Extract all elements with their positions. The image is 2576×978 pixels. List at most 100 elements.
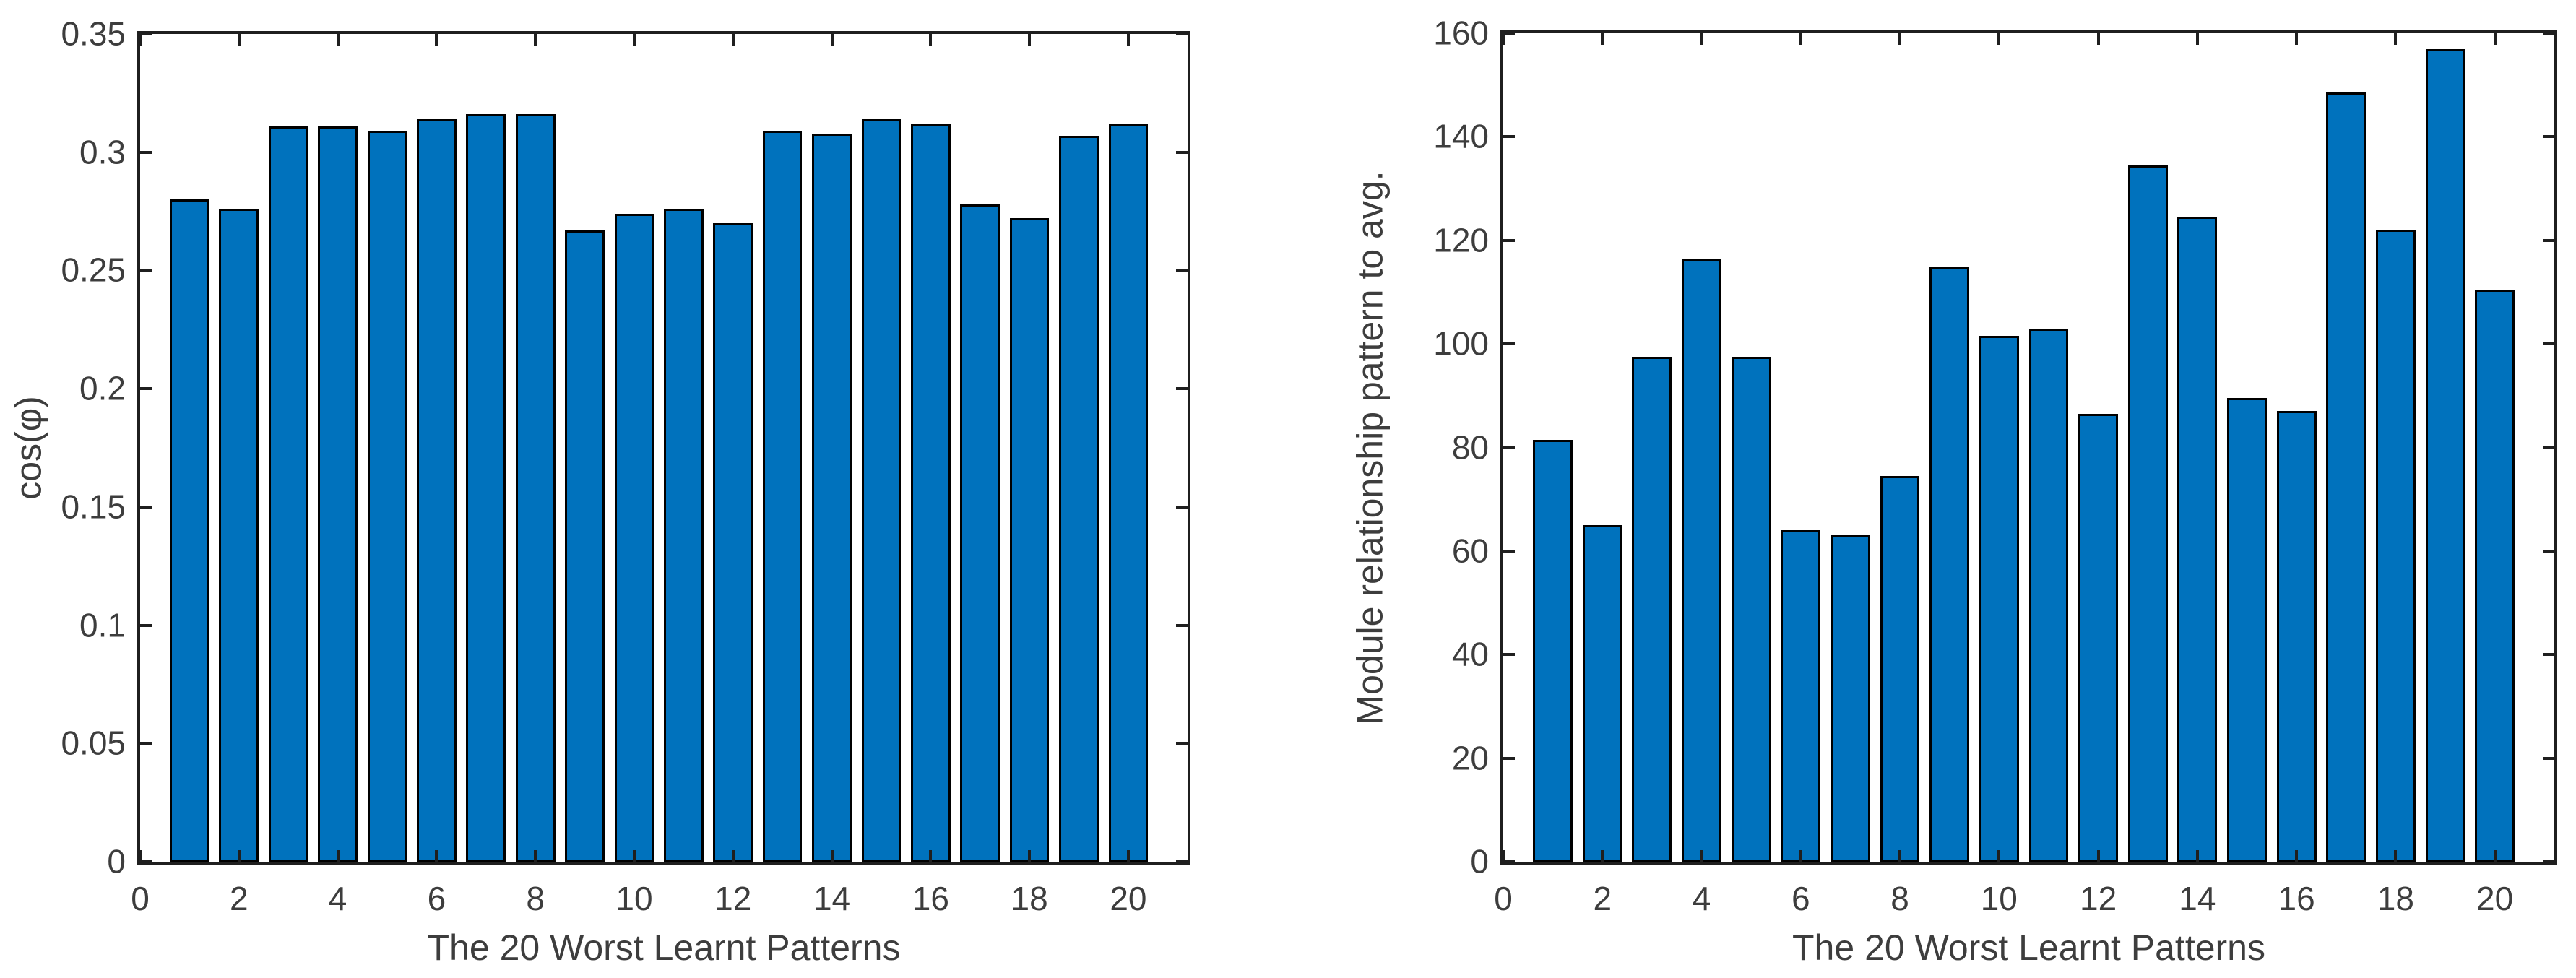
- left-bar-7: [466, 114, 506, 862]
- y-tick: [140, 387, 152, 391]
- y-tick: [2543, 756, 2554, 760]
- y-tick: [140, 150, 152, 154]
- left-bar-14: [812, 133, 852, 862]
- y-tick: [1176, 505, 1188, 509]
- x-tick: [534, 34, 537, 46]
- y-tick: [1176, 387, 1188, 391]
- right-bar-8: [1880, 475, 1920, 862]
- right-bar-16: [2276, 411, 2317, 862]
- right-x-tick-label: 8: [1890, 880, 1909, 917]
- left-bar-2: [219, 209, 259, 862]
- right-y-axis-label: Module relationship pattern to avg.: [1349, 170, 1391, 725]
- left-bar-11: [664, 209, 704, 862]
- x-tick: [731, 850, 735, 862]
- y-tick: [140, 33, 152, 35]
- x-tick: [1502, 850, 1505, 862]
- right-bar-12: [2078, 413, 2119, 862]
- x-tick: [2195, 850, 2199, 862]
- right-x-tick-label: 14: [2179, 880, 2216, 917]
- y-tick: [1503, 549, 1515, 553]
- y-tick: [1503, 342, 1515, 346]
- right-y-tick-label: 80: [1451, 428, 1489, 467]
- y-tick: [2543, 860, 2554, 863]
- left-bar-18: [1009, 218, 1050, 862]
- right-x-tick-label: 18: [2377, 880, 2414, 917]
- right-x-tick-label: 2: [1593, 880, 1612, 917]
- x-tick: [2195, 33, 2199, 45]
- x-tick: [1601, 33, 1604, 45]
- x-tick: [2493, 33, 2497, 45]
- right-bar-15: [2227, 398, 2267, 862]
- right-y-tick-label: 140: [1433, 118, 1489, 156]
- y-tick: [1503, 756, 1515, 760]
- left-bar-8: [515, 114, 556, 862]
- left-x-tick-label: 12: [714, 880, 752, 917]
- right-y-tick-label: 40: [1451, 635, 1489, 673]
- left-x-tick-label: 18: [1011, 880, 1048, 917]
- left-y-tick-label: 0.15: [61, 488, 126, 526]
- right-bar-17: [2326, 92, 2367, 862]
- left-bar-10: [614, 213, 654, 862]
- left-bar-12: [713, 222, 753, 862]
- left-y-tick-label: 0.2: [79, 369, 126, 407]
- left-y-tick-label: 0.35: [61, 14, 126, 53]
- right-bar-4: [1682, 258, 1721, 862]
- left-bar-17: [960, 204, 1000, 862]
- left-x-axis-label: The 20 Worst Learnt Patterns: [427, 927, 901, 968]
- x-tick: [435, 850, 438, 862]
- y-tick: [1176, 742, 1188, 745]
- x-tick: [237, 850, 241, 862]
- x-tick: [336, 850, 340, 862]
- right-bar-6: [1781, 530, 1821, 862]
- x-tick: [1898, 33, 1902, 45]
- right-x-tick-label: 12: [2079, 880, 2117, 917]
- y-tick: [2543, 342, 2554, 346]
- right-x-tick-label: 20: [2476, 880, 2514, 917]
- left-y-tick-label: 0: [107, 842, 126, 880]
- x-tick: [2394, 33, 2398, 45]
- x-tick: [1700, 850, 1703, 862]
- x-tick: [435, 34, 438, 46]
- x-tick: [929, 850, 933, 862]
- x-tick: [2295, 33, 2299, 45]
- right-bar-1: [1533, 439, 1573, 862]
- y-tick: [1176, 269, 1188, 272]
- left-bar-4: [318, 126, 358, 862]
- right-bar-2: [1582, 525, 1622, 862]
- x-tick: [1997, 33, 2001, 45]
- y-tick: [2543, 446, 2554, 449]
- y-tick: [1176, 623, 1188, 627]
- x-tick: [1898, 850, 1902, 862]
- left-x-tick-label: 10: [615, 880, 653, 917]
- x-tick: [1028, 850, 1032, 862]
- left-y-tick-label: 0.25: [61, 251, 126, 290]
- x-tick: [2493, 850, 2497, 862]
- left-y-axis-label: cos(φ): [8, 396, 49, 500]
- right-x-tick-label: 16: [2278, 880, 2315, 917]
- left-x-tick-label: 16: [912, 880, 949, 917]
- right-bar-7: [1830, 535, 1870, 862]
- y-tick: [1503, 860, 1515, 863]
- x-tick: [830, 850, 834, 862]
- left-x-tick-label: 0: [131, 880, 150, 917]
- y-tick: [140, 269, 152, 272]
- left-x-tick-label: 20: [1110, 880, 1147, 917]
- right-y-tick-label: 120: [1433, 221, 1489, 259]
- left-y-tick-label: 0.3: [79, 133, 126, 171]
- right-y-tick-label: 0: [1470, 842, 1489, 880]
- y-tick: [1176, 150, 1188, 154]
- right-bar-14: [2177, 217, 2218, 862]
- y-tick: [1503, 135, 1515, 139]
- right-bar-18: [2375, 230, 2416, 862]
- x-tick: [139, 850, 142, 862]
- x-tick: [237, 34, 241, 46]
- y-tick: [140, 742, 152, 745]
- x-tick: [2096, 850, 2100, 862]
- y-tick: [1176, 33, 1188, 35]
- x-tick: [2096, 33, 2100, 45]
- y-tick: [1503, 653, 1515, 657]
- x-tick: [1126, 34, 1130, 46]
- right-x-axis-label: The 20 Worst Learnt Patterns: [1792, 927, 2265, 968]
- right-bar-9: [1929, 266, 1970, 862]
